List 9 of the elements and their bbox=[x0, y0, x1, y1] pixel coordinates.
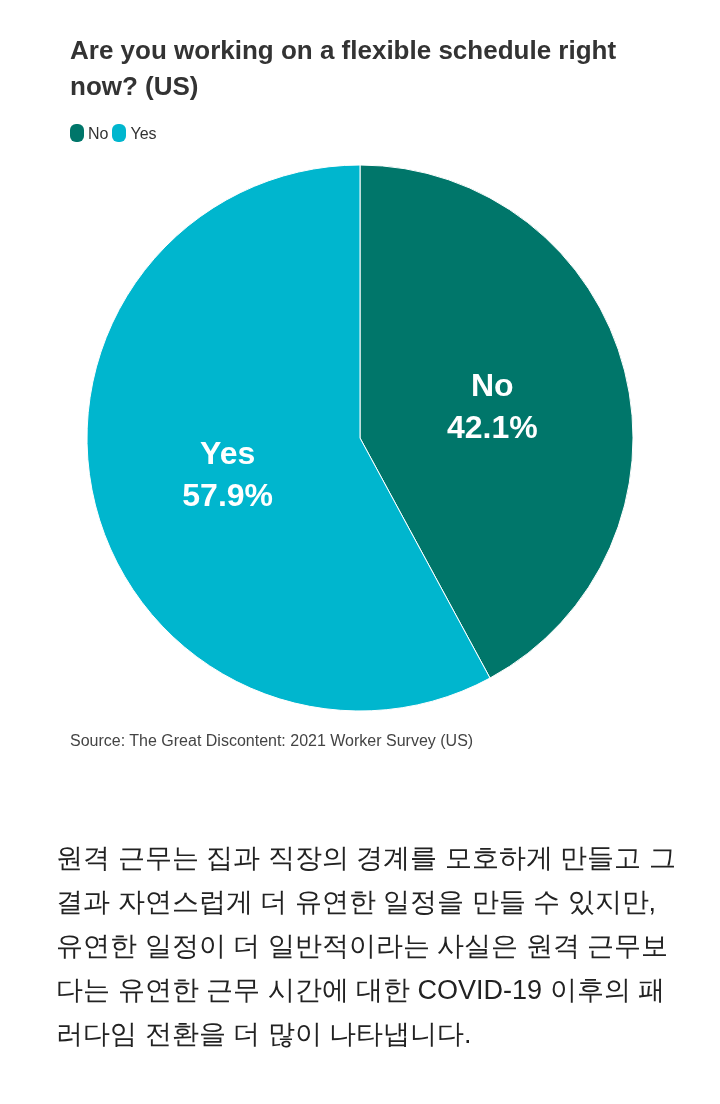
text: 원격 근무는 집과 직장의 경계를 모호하게 만들고 그 결과 자연스럽게 더 유연한 일정을 만들 수 있지만, 유연한 일정이 더 일반적이라는 사실은 원격 근무보다는 유연한 근무 시간에 대한 COVID-19 이후의 패러다임 전환을 더 많이 나타냅니다. bbox=[56, 842, 676, 1051]
legend-label: Yes bbox=[129, 125, 157, 142]
slice-label: No bbox=[470, 367, 514, 404]
source-note: Source: The Great Discontent: 2021 Worker Survey (US) bbox=[70, 732, 474, 750]
data-label: 42.1% bbox=[446, 409, 538, 446]
legend-label: No bbox=[87, 125, 109, 142]
slice-label: Yes bbox=[200, 434, 256, 471]
data-label: 57.9% bbox=[182, 476, 274, 513]
chart-title: Are you working on a flexible schedule right now? (US) bbox=[70, 34, 618, 103]
